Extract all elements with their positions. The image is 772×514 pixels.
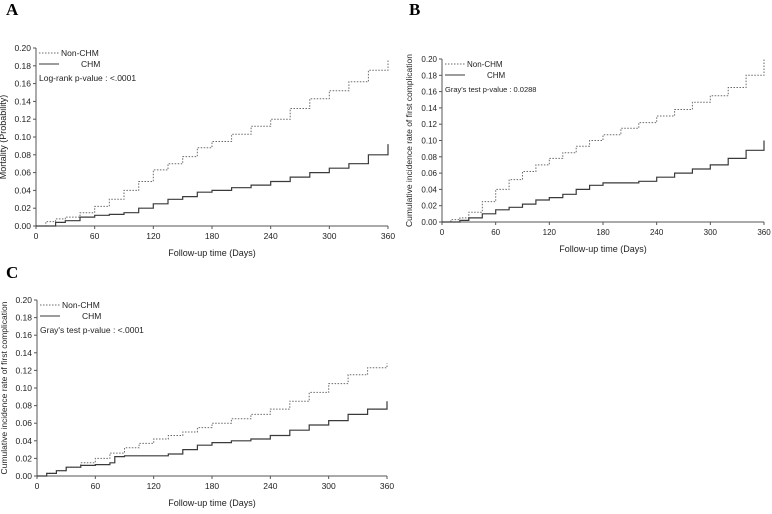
chart-c-series-chm — [37, 401, 388, 477]
chart-a-y-tick-label: 0.12 — [14, 114, 31, 124]
chart-b-x-tick-label: 120 — [543, 228, 557, 237]
chart-b-y-tick-label: 0.00 — [421, 218, 437, 227]
chart-a-y-tick-label: 0.14 — [14, 96, 31, 106]
chart-b-y-tick-label: 0.16 — [421, 88, 437, 97]
chart-a-y-tick-label: 0.18 — [14, 61, 31, 71]
chart-c-x-tick-label: 120 — [147, 481, 161, 491]
chart-a-y-tick-label: 0.00 — [14, 221, 31, 231]
chart-c-y-label: Cumulative incidence rate of first compl… — [0, 301, 9, 474]
panel-label-a: A — [6, 0, 19, 19]
chart-a-x-tick-label: 360 — [381, 231, 395, 241]
chart-a-y-label: Mortality (Probability) — [0, 95, 8, 180]
chart-b-series-chm — [442, 140, 765, 223]
chart-b-x-tick-label: 240 — [650, 228, 664, 237]
chart-a-x-tick-label: 240 — [264, 231, 278, 241]
chart-a-x-label: Follow-up time (Days) — [168, 248, 256, 258]
chart-c-y-tick-label: 0.18 — [15, 313, 32, 323]
chart-c-y-tick-label: 0.12 — [15, 365, 32, 375]
chart-a-x-tick-label: 180 — [205, 231, 219, 241]
chart-a-y-tick-label: 0.06 — [14, 168, 31, 178]
chart-c-y-tick-label: 0.04 — [15, 436, 32, 446]
chart-a-y-tick-label: 0.16 — [14, 79, 31, 89]
chart-c: 0.00 0.02 0.04 0.06 0.08 0.10 0.12 0.14 0.16 0.18… — [0, 295, 394, 508]
chart-b-x-tick-label: 180 — [596, 228, 610, 237]
chart-c-y-tick-label: 0.06 — [15, 418, 32, 428]
chart-b-x-tick-label: 300 — [704, 228, 718, 237]
panel-label-c: C — [6, 263, 19, 282]
chart-c-x-tick-label: 240 — [263, 481, 277, 491]
chart-a-y-tick-label: 0.02 — [14, 203, 31, 213]
chart-b-y-tick-label: 0.20 — [421, 55, 437, 64]
chart-b-x-tick-label: 360 — [757, 228, 771, 237]
chart-c-y-tick-label: 0.14 — [15, 348, 32, 358]
chart-a-legend-label-non-chm: Non-CHM — [61, 48, 99, 58]
chart-a-legend-label-chm: CHM — [81, 59, 100, 69]
chart-b-y-tick-label: 0.10 — [421, 137, 437, 146]
panel-label-b: B — [409, 0, 421, 19]
chart-c-legend-label-non-chm: Non-CHM — [62, 300, 100, 310]
chart-b-legend-label-non-chm: Non-CHM — [467, 60, 503, 69]
chart-b-y-tick-label: 0.06 — [421, 169, 437, 178]
chart-c-y-tick-label: 0.10 — [15, 383, 32, 393]
chart-b: 0.00 0.02 0.04 0.06 0.08 0.10 0.12 0.14 0.16 0.18… — [404, 54, 771, 254]
chart-b-series-non-chm — [442, 59, 765, 223]
chart-a-annotation: Log-rank p-value : <.0001 — [39, 73, 136, 83]
chart-c-x-tick-label: 0 — [35, 481, 40, 491]
chart-b-y-tick-label: 0.08 — [421, 153, 437, 162]
chart-a-x-tick-label: 60 — [90, 231, 100, 241]
chart-c-y-tick-label: 0.00 — [15, 471, 32, 481]
chart-a-y-tick-label: 0.10 — [14, 132, 31, 142]
chart-c-x-label: Follow-up time (Days) — [168, 498, 256, 508]
chart-b-y-tick-label: 0.04 — [421, 185, 437, 194]
chart-c-y-tick-label: 0.02 — [15, 453, 32, 463]
chart-a-y-tick-label: 0.08 — [14, 150, 31, 160]
chart-a-y-tick-label: 0.20 — [14, 43, 31, 53]
chart-a-series-chm — [36, 144, 389, 227]
chart-b-x-label: Follow-up time (Days) — [559, 244, 647, 254]
chart-a: 0.00 0.02 0.04 0.06 0.08 0.10 0.12 0.14 0.16 0.18… — [0, 43, 395, 258]
chart-b-legend-label-chm: CHM — [487, 71, 506, 80]
chart-b-y-label: Cumulative incidence rate of first compl… — [404, 54, 414, 227]
chart-b-annotation: Gray's test p-value : 0.0288 — [445, 85, 536, 94]
chart-a-x-tick-label: 0 — [34, 231, 39, 241]
chart-b-x-tick-label: 0 — [440, 228, 445, 237]
chart-c-x-tick-label: 300 — [322, 481, 336, 491]
chart-b-y-tick-label: 0.18 — [421, 71, 437, 80]
chart-b-x-tick-label: 60 — [491, 228, 500, 237]
chart-c-x-tick-label: 60 — [91, 481, 101, 491]
chart-a-x-tick-label: 120 — [146, 231, 160, 241]
chart-b-y-tick-label: 0.12 — [421, 120, 437, 129]
chart-a-series-non-chm — [36, 59, 389, 227]
chart-c-x-tick-label: 360 — [380, 481, 394, 491]
chart-c-y-tick-label: 0.08 — [15, 401, 32, 411]
chart-c-series-non-chm — [37, 363, 388, 477]
chart-c-legend-label-chm: CHM — [82, 311, 101, 321]
chart-c-annotation: Gray's test p-value : <.0001 — [40, 325, 144, 335]
chart-b-y-tick-label: 0.02 — [421, 202, 437, 211]
chart-c-x-tick-label: 180 — [205, 481, 219, 491]
chart-c-y-tick-label: 0.16 — [15, 330, 32, 340]
chart-b-y-tick-label: 0.14 — [421, 104, 437, 113]
chart-a-x-tick-label: 300 — [322, 231, 336, 241]
chart-c-y-tick-label: 0.20 — [15, 295, 32, 305]
chart-a-y-tick-label: 0.04 — [14, 185, 31, 195]
